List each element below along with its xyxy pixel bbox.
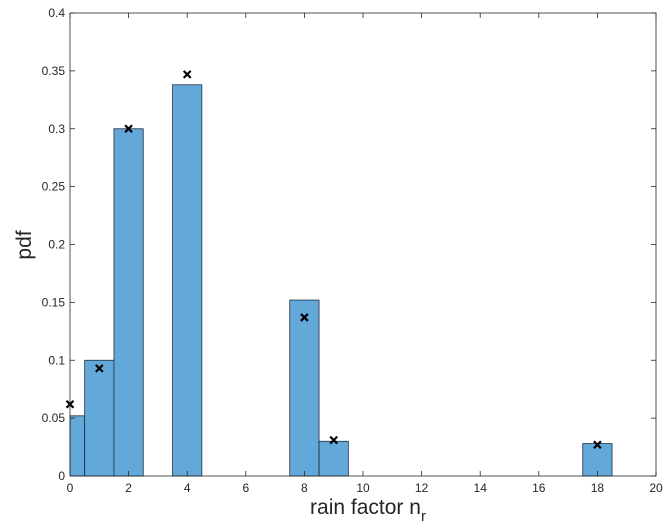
marker-stroke [124, 124, 133, 134]
x-tick-label: 12 [415, 481, 429, 495]
y-tick-label: 0.35 [42, 64, 66, 78]
x-tick-label: 16 [532, 481, 546, 495]
marker-6 [593, 440, 602, 450]
marker-4 [300, 313, 309, 322]
y-tick-label: 0.4 [48, 6, 65, 20]
x-axis-label: rain factor nr [310, 496, 426, 525]
x-axis-ticks: 0 2 4 6 8 10 12 14 16 18 20 [67, 13, 663, 495]
y-tick-label: 0.2 [48, 238, 65, 252]
x-tick-label: 18 [591, 481, 605, 495]
plot-area [70, 13, 656, 476]
bar-4 [289, 299, 320, 477]
x-tick-label: 4 [184, 481, 191, 495]
marker-stroke [329, 435, 338, 445]
bar-3 [172, 84, 203, 477]
marker-stroke [95, 364, 104, 373]
marker-1 [95, 364, 104, 373]
x-tick-label: 8 [301, 481, 308, 495]
bar-0 [69, 415, 86, 477]
marker-2 [124, 124, 133, 134]
y-tick-label: 0.05 [42, 411, 66, 425]
x-tick-label: 10 [356, 481, 370, 495]
y-tick-label: 0.1 [48, 353, 65, 367]
y-axis-ticks: 0 0.05 0.1 0.15 0.2 0.25 0.3 0.35 0.4 [42, 6, 656, 483]
y-tick-label: 0 [58, 469, 65, 483]
marker-stroke [300, 313, 309, 322]
x-tick-label: 20 [649, 481, 663, 495]
x-axis-label-main: rain factor n [310, 496, 421, 519]
marker-stroke [593, 440, 602, 450]
x-tick-label: 14 [474, 481, 488, 495]
bar-2 [113, 128, 144, 477]
x-tick-label: 2 [125, 481, 132, 495]
x-tick-label: 0 [67, 481, 74, 495]
x-axis-label-subscript: r [421, 508, 426, 525]
marker-5 [329, 435, 338, 445]
y-tick-label: 0.15 [42, 295, 66, 309]
bar-5 [318, 440, 349, 477]
x-tick-label: 6 [242, 481, 249, 495]
marker-3 [182, 70, 192, 79]
y-tick-label: 0.25 [42, 180, 66, 194]
y-axis-label: pdf [13, 230, 36, 259]
marker-stroke [182, 70, 192, 79]
bar-1 [84, 359, 115, 477]
y-tick-label: 0.3 [48, 122, 65, 136]
